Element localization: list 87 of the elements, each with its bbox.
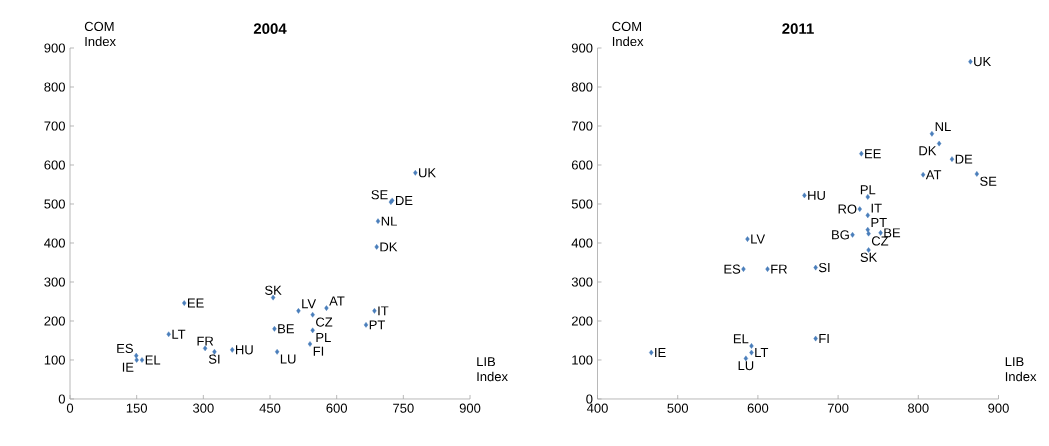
y-tick-label: 700	[571, 121, 593, 131]
x-axis-title: LIB Index	[1005, 357, 1037, 382]
y-tick-label: 700	[44, 121, 65, 131]
series-label: CZ	[316, 317, 333, 327]
series-label: CZ	[871, 236, 889, 246]
series-label: IT	[871, 203, 882, 213]
series-label: PL	[860, 185, 876, 195]
series-label: SI	[818, 262, 830, 273]
series-label: FI	[819, 334, 829, 344]
series-label: BG	[832, 230, 849, 240]
series-label: LU	[738, 361, 754, 371]
series-label: HU	[808, 190, 825, 200]
series-label: FI	[313, 346, 324, 356]
series-label: SK	[860, 252, 878, 262]
chart-title: 2004	[253, 23, 287, 34]
y-tick-label: 200	[571, 316, 593, 326]
series-label: PT	[871, 218, 887, 228]
x-tick-label: 750	[393, 403, 414, 413]
series-label: RO	[838, 204, 857, 214]
series-label: SE	[980, 176, 997, 186]
y-tick-label: 400	[44, 238, 65, 248]
x-tick-label: 300	[193, 403, 214, 413]
x-tick-label: 150	[126, 403, 148, 413]
y-tick-label: 800	[44, 82, 65, 92]
series-label: EL	[145, 355, 161, 365]
series-label: FR	[771, 264, 787, 274]
x-tick-label: 0	[66, 403, 74, 413]
x-tick-label: 600	[326, 403, 348, 413]
series-label: DE	[955, 154, 973, 164]
y-tick-label: 0	[58, 394, 65, 404]
series-label: BE	[278, 324, 294, 334]
series-label: UK	[419, 168, 436, 178]
x-tick-label: 900	[459, 403, 481, 413]
y-tick-label: 100	[572, 355, 593, 365]
y-axis-title: COM Index	[84, 21, 116, 47]
series-label: ES	[724, 264, 741, 274]
series-label: LV	[302, 299, 317, 309]
series-label: FR	[197, 336, 214, 346]
x-tick-label: 500	[667, 403, 689, 413]
x-tick-label: 900	[988, 403, 1009, 413]
y-tick-label: 900	[571, 43, 593, 53]
y-tick-label: 400	[571, 238, 593, 248]
y-tick-label: 300	[571, 277, 593, 287]
series-label: AT	[329, 296, 345, 306]
series-label: AT	[925, 170, 942, 180]
series-label: IT	[378, 306, 389, 316]
x-tick-label: 700	[827, 403, 849, 413]
y-axis-title: COM Index	[612, 21, 644, 47]
y-tick-label: 900	[44, 43, 65, 53]
series-label: DE	[396, 196, 413, 205]
series-label: LT	[755, 348, 769, 358]
series-label: UK	[974, 57, 992, 67]
chart-title: 2011	[782, 23, 814, 34]
series-label: SK	[265, 285, 282, 295]
x-tick-label: 450	[259, 403, 281, 413]
y-tick-label: 500	[44, 199, 65, 209]
series-label: SE	[371, 190, 388, 200]
series-label: LV	[751, 234, 766, 244]
x-axis-title: LIB Index	[477, 357, 508, 382]
y-tick-label: 600	[44, 160, 65, 170]
series-label: SI	[208, 354, 220, 364]
y-tick-label: 500	[571, 199, 593, 209]
series-label: ES	[117, 343, 133, 353]
series-label: DK	[380, 242, 398, 252]
y-tick-label: 200	[44, 316, 65, 326]
series-label: NL	[935, 122, 951, 132]
series-label: BE	[884, 228, 901, 238]
series-label: PT	[369, 320, 386, 330]
y-tick-label: 100	[44, 355, 65, 365]
series-label: EE	[188, 298, 204, 308]
series-label: EL	[733, 334, 749, 344]
y-tick-label: 800	[571, 82, 593, 92]
y-tick-label: 300	[44, 277, 65, 287]
y-tick-label: 0	[586, 394, 593, 404]
x-tick-label: 800	[908, 403, 929, 413]
series-label: IE	[122, 362, 134, 372]
series-label: PL	[316, 333, 331, 342]
series-label: EE	[865, 149, 881, 159]
y-tick-label: 600	[571, 160, 593, 170]
x-tick-label: 600	[747, 403, 769, 413]
x-tick-label: 400	[586, 403, 608, 413]
series-label: NL	[381, 216, 397, 226]
series-label: HU	[236, 345, 253, 355]
series-label: IE	[655, 348, 666, 358]
series-label: LT	[172, 329, 186, 339]
series-label: LU	[280, 354, 296, 364]
series-label: DK	[919, 146, 937, 156]
